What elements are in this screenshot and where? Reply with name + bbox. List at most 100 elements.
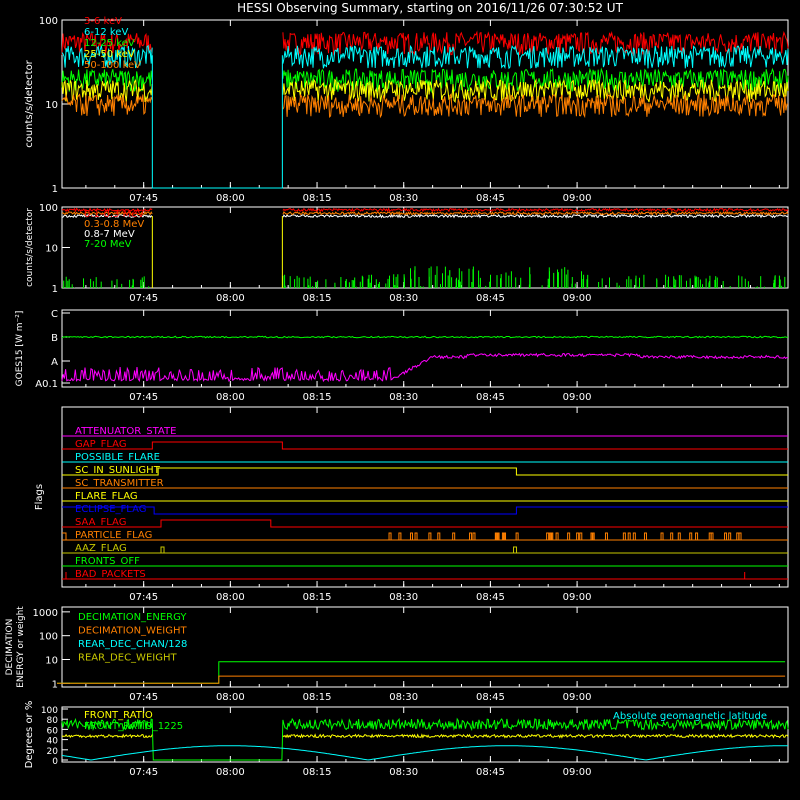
panels: 07:45 08:00 08:15 08:30 08:45 09:00110100coun… — [5, 16, 789, 778]
y-tick-label: 100 — [41, 706, 58, 716]
x-tick-label: 09:00 — [563, 692, 592, 703]
flag-line-SC_IN_SUNLIGHT — [62, 467, 788, 476]
flag-label-SC_TRANSMITTER: SC_TRANSMITTER — [75, 478, 164, 489]
x-tick-label: 07:45 — [129, 692, 158, 703]
series-line-50-100 keV — [61, 93, 788, 119]
y-tick-label: 40 — [47, 737, 59, 747]
series-line-6-12 keV — [61, 44, 789, 70]
x-tick-label: 07:45 — [129, 767, 158, 778]
y-tick-label: 80 — [47, 716, 59, 726]
x-tick-label: 08:00 — [216, 193, 245, 204]
y-tick-label: A0.1 — [35, 379, 58, 390]
legend-entry: 50-100 keV — [84, 60, 141, 71]
legend-entry: DECIMATION_WEIGHT — [78, 626, 187, 637]
x-tick-label: 08:30 — [389, 767, 418, 778]
annotation-geomag: Absolute geomagnetic latitude — [613, 711, 767, 722]
legend-entry: 0.8-7 MeV — [84, 229, 135, 240]
series-line-geomag-latitude — [61, 745, 788, 761]
panel-2: 07:45 08:00 08:15 08:30 08:45 09:00 1 10 100 coun… — [25, 203, 789, 304]
x-tick-label: 08:30 — [389, 293, 418, 304]
y-tick-label: 1000 — [33, 608, 58, 619]
y-axis-label: Degrees or % — [24, 701, 35, 769]
x-tick-label: 07:45 — [129, 592, 158, 603]
flag-label-PARTICLE_FLAG: PARTICLE_FLAG — [75, 530, 152, 541]
x-tick-label: 08:00 — [216, 592, 245, 603]
panel-frame — [61, 309, 789, 388]
panel-1: 07:45 08:00 08:15 08:30 08:45 09:00 1 10 100 coun… — [24, 16, 789, 204]
series-line-3-6 keV — [61, 30, 789, 57]
panel-6: 07:45 08:00 08:15 08:30 08:45 09:00 0204060801… — [24, 701, 789, 778]
x-tick-label: 09:00 — [563, 767, 592, 778]
x-tick-label: 08:45 — [476, 592, 505, 603]
x-tick-label: 09:00 — [563, 193, 592, 204]
y-tick-label: A — [51, 357, 58, 368]
y-tick-label: 0 — [52, 757, 58, 767]
y-tick-label: 100 — [39, 203, 58, 214]
y-axis-label: counts/s/detector — [24, 59, 35, 147]
series-gap-edges — [151, 215, 283, 288]
y-tick-label: 1 — [52, 184, 58, 195]
y-tick-label: B — [51, 333, 58, 344]
y-tick-label: 10 — [45, 244, 58, 255]
x-tick-label: 08:45 — [476, 293, 505, 304]
x-tick-label: 08:30 — [389, 592, 418, 603]
series-line-DECIMATION_WEIGHT — [57, 675, 786, 684]
y-tick-label: 100 — [39, 16, 58, 27]
x-tick-label: 08:00 — [216, 692, 245, 703]
x-tick-label: 08:15 — [303, 692, 332, 703]
legend-entry: 7-20 MeV — [84, 239, 132, 250]
series-line-goes-short — [61, 335, 789, 339]
y-tick-label: 10 — [45, 655, 58, 666]
x-tick-label: 08:45 — [476, 767, 505, 778]
series-line-0.3-0.8 MeV — [61, 211, 789, 216]
x-tick-label: 07:45 — [129, 193, 158, 204]
series-line-DECIMATION_ENERGY — [57, 661, 786, 684]
y-tick-label: 60 — [47, 726, 59, 736]
x-tick-label: 08:15 — [303, 592, 332, 603]
x-tick-label: 08:00 — [216, 767, 245, 778]
panel-5: 07:45 08:00 08:15 08:30 08:45 09:00 1 10 100 1000… — [5, 606, 789, 703]
flag-label-ATTENUATOR_STATE: ATTENUATOR_STATE — [75, 426, 176, 437]
y-tick-label: 20 — [47, 747, 59, 757]
series-line-FRONT_RATIO_1225 — [61, 717, 789, 761]
y-tick-label: 10 — [45, 100, 58, 111]
y-tick-label: 1 — [52, 284, 58, 295]
legend-entry: 12-25 keV — [84, 38, 135, 49]
legend-entry: 0.1-0.3 MeV — [84, 209, 144, 220]
flag-label-AAZ_FLAG: AAZ_FLAG — [75, 543, 127, 554]
series-line-goes-long — [61, 352, 789, 383]
legend-entry: FRONT_RATIO — [84, 710, 153, 721]
flag-label-GAP_FLAG: GAP_FLAG — [75, 439, 127, 450]
panel-3: 07:45 08:00 08:15 08:30 08:45 09:00 A0.1 A B C GOE… — [15, 309, 789, 403]
y-axis-label-1: DECIMATION — [5, 619, 15, 676]
flag-line-PARTICLE_FLAG — [62, 532, 788, 541]
flag-line-SAA_FLAG — [62, 519, 788, 528]
legend-entry: REAR_DEC_CHAN/128 — [78, 639, 187, 650]
x-tick-label: 08:30 — [389, 193, 418, 204]
flag-line-AAZ_FLAG — [62, 546, 788, 554]
x-tick-label: 08:00 — [216, 392, 245, 403]
x-tick-label: 08:30 — [389, 392, 418, 403]
x-tick-label: 08:45 — [476, 193, 505, 204]
series-gap-cyan — [151, 55, 283, 189]
figure-title: HESSI Observing Summary, starting on 201… — [237, 1, 623, 15]
flag-label-POSSIBLE_FLARE: POSSIBLE_FLARE — [75, 452, 160, 463]
panel-frame — [61, 606, 789, 688]
series-line-0.8-7 MeV — [61, 213, 789, 219]
x-tick-label: 08:15 — [303, 193, 332, 204]
legend-entry: 6-12 keV — [84, 27, 128, 38]
legend-entry: FRONT_RATIO_1225 — [84, 721, 183, 732]
y-tick-label: 100 — [39, 632, 58, 643]
legend-entry: DECIMATION_ENERGY — [78, 612, 187, 623]
x-tick-label: 09:00 — [563, 592, 592, 603]
series-line-7-20 MeV — [62, 266, 786, 288]
y-axis-label: Flags — [34, 484, 45, 510]
y-axis-label: counts/s/detector — [25, 208, 35, 287]
x-tick-label: 07:45 — [129, 392, 158, 403]
x-tick-label: 08:45 — [476, 692, 505, 703]
flag-label-SAA_FLAG: SAA_FLAG — [75, 517, 126, 528]
flag-line-BAD_PACKETS — [62, 572, 788, 580]
y-tick-label: 1 — [52, 679, 58, 690]
legend-entry: 0.3-0.8 MeV — [84, 219, 144, 230]
